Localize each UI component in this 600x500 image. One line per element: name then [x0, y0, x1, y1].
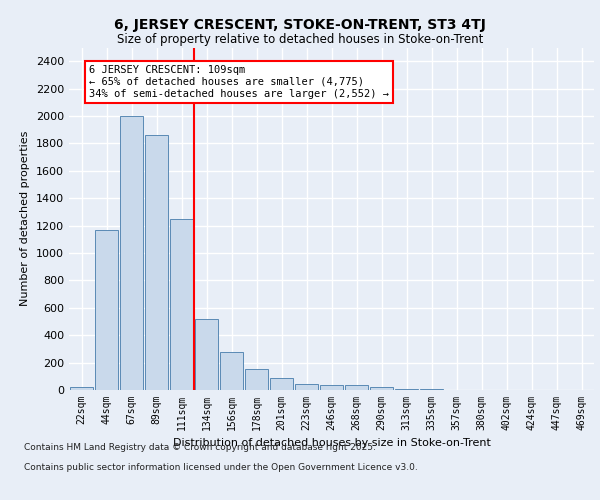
Text: 6 JERSEY CRESCENT: 109sqm
← 65% of detached houses are smaller (4,775)
34% of se: 6 JERSEY CRESCENT: 109sqm ← 65% of detac…: [89, 66, 389, 98]
Y-axis label: Number of detached properties: Number of detached properties: [20, 131, 31, 306]
Bar: [220, 352, 243, 390]
Bar: [295, 384, 318, 390]
Bar: [270, 378, 293, 390]
Bar: [395, 389, 418, 390]
Bar: [70, 386, 93, 390]
Bar: [345, 385, 368, 390]
Bar: [145, 135, 168, 390]
Text: Contains HM Land Registry data © Crown copyright and database right 2025.: Contains HM Land Registry data © Crown c…: [24, 442, 376, 452]
Bar: [195, 319, 218, 390]
X-axis label: Distribution of detached houses by size in Stoke-on-Trent: Distribution of detached houses by size …: [173, 438, 490, 448]
Text: 6, JERSEY CRESCENT, STOKE-ON-TRENT, ST3 4TJ: 6, JERSEY CRESCENT, STOKE-ON-TRENT, ST3 …: [114, 18, 486, 32]
Text: Contains public sector information licensed under the Open Government Licence v3: Contains public sector information licen…: [24, 462, 418, 471]
Bar: [245, 370, 268, 390]
Bar: [95, 230, 118, 390]
Bar: [320, 384, 343, 390]
Text: Size of property relative to detached houses in Stoke-on-Trent: Size of property relative to detached ho…: [117, 32, 483, 46]
Bar: [120, 116, 143, 390]
Bar: [170, 220, 193, 390]
Bar: [370, 388, 393, 390]
